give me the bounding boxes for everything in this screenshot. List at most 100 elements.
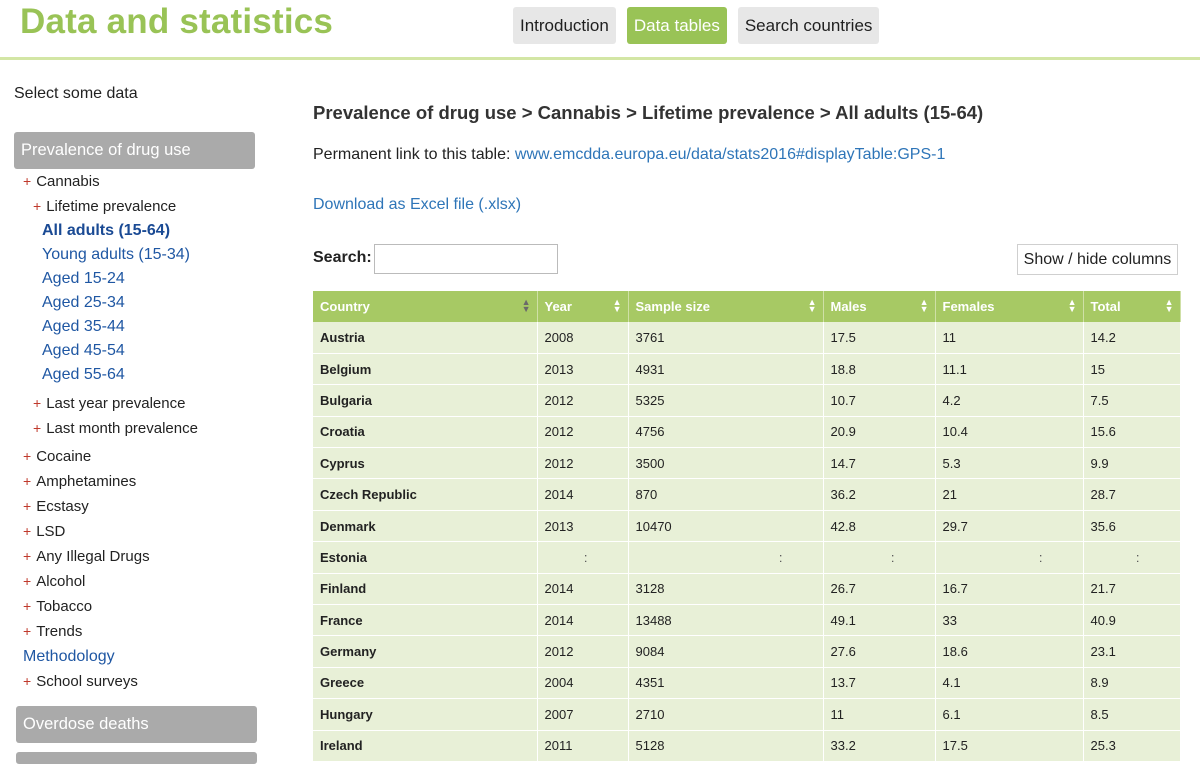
tree-label: Any Illegal Drugs bbox=[36, 548, 150, 565]
column-header-females[interactable]: Females ▲ ▼ bbox=[935, 291, 1084, 322]
table-row: Cyprus 2012 3500 14.7 5.3 9.9 bbox=[313, 447, 1181, 480]
column-header-country[interactable]: Country ▲ ▼ bbox=[313, 291, 538, 322]
table-cell: 5128 bbox=[628, 730, 824, 762]
nav-data-tables[interactable]: Data tables bbox=[626, 7, 727, 44]
tree-tobacco[interactable]: + Tobacco bbox=[23, 598, 92, 615]
sort-arrows-icon: ▲ ▼ bbox=[1067, 297, 1077, 314]
table-row: Austria 2008 3761 17.5 11 14.2 bbox=[313, 322, 1181, 354]
tree-label: Amphetamines bbox=[36, 473, 137, 490]
link-young-adults[interactable]: Young adults (15-34) bbox=[42, 246, 190, 263]
tree-lsd[interactable]: + LSD bbox=[23, 523, 65, 540]
table-cell: 2011 bbox=[537, 730, 629, 762]
table-cell: 4.1 bbox=[935, 667, 1084, 700]
permanent-link[interactable]: www.emcdda.europa.eu/data/stats2016#disp… bbox=[514, 146, 946, 163]
column-header-males[interactable]: Males ▲ ▼ bbox=[823, 291, 936, 322]
data-table: Country ▲ ▼ Year ▲ ▼ Sample size ▲ ▼ Males ▲ ▼ F… bbox=[313, 291, 1181, 762]
link-methodology[interactable]: Methodology bbox=[23, 648, 115, 665]
table-cell: 4931 bbox=[628, 353, 824, 386]
table-cell: Greece bbox=[313, 667, 538, 700]
site-header: Data and statistics Introduction Data ta… bbox=[0, 0, 1200, 60]
top-nav: Introduction Data tables Search countrie… bbox=[513, 7, 880, 44]
table-cell: Germany bbox=[313, 635, 538, 668]
tree-last-year-prevalence[interactable]: + Last year prevalence bbox=[33, 395, 185, 412]
tree-label: LSD bbox=[36, 523, 66, 540]
table-cell: 10.4 bbox=[935, 416, 1084, 449]
table-cell: 4351 bbox=[628, 667, 824, 700]
table-cell: 870 bbox=[628, 478, 824, 511]
sort-arrows-icon: ▲ ▼ bbox=[919, 297, 929, 314]
plus-icon: + bbox=[23, 498, 32, 514]
plus-icon: + bbox=[23, 573, 32, 589]
table-cell: : bbox=[1083, 541, 1181, 574]
table-row: Ireland 2011 5128 33.2 17.5 25.3 bbox=[313, 730, 1181, 762]
table-cell: 2008 bbox=[537, 322, 629, 354]
search-input[interactable] bbox=[374, 244, 558, 274]
table-cell: 40.9 bbox=[1083, 604, 1181, 637]
table-row: Bulgaria 2012 5325 10.7 4.2 7.5 bbox=[313, 384, 1181, 417]
plus-icon: + bbox=[33, 420, 42, 436]
column-header-sample-size[interactable]: Sample size ▲ ▼ bbox=[628, 291, 824, 322]
table-cell: : bbox=[935, 541, 1084, 574]
nav-introduction[interactable]: Introduction bbox=[513, 7, 616, 44]
column-label: Females bbox=[942, 299, 995, 314]
tree-last-month-prevalence[interactable]: + Last month prevalence bbox=[33, 420, 198, 437]
table-cell: 8.9 bbox=[1083, 667, 1181, 700]
table-cell: 5.3 bbox=[935, 447, 1084, 480]
panel-overdose-deaths[interactable]: Overdose deaths bbox=[16, 706, 257, 743]
table-cell: 13488 bbox=[628, 604, 824, 637]
tree-trends[interactable]: + Trends bbox=[23, 623, 82, 640]
tree-label: Ecstasy bbox=[36, 498, 89, 515]
table-cell: 18.6 bbox=[935, 635, 1084, 668]
tree-cannabis[interactable]: + Cannabis bbox=[23, 173, 100, 190]
column-header-year[interactable]: Year ▲ ▼ bbox=[537, 291, 629, 322]
table-cell: 7.5 bbox=[1083, 384, 1181, 417]
table-cell: 36.2 bbox=[823, 478, 936, 511]
table-cell: 5325 bbox=[628, 384, 824, 417]
tree-label: Trends bbox=[36, 623, 83, 640]
table-cell: 10.7 bbox=[823, 384, 936, 417]
table-header-row: Country ▲ ▼ Year ▲ ▼ Sample size ▲ ▼ Males ▲ ▼ F… bbox=[313, 291, 1181, 322]
table-cell: 27.6 bbox=[823, 635, 936, 668]
table-cell: 42.8 bbox=[823, 510, 936, 543]
panel-prevalence[interactable]: Prevalence of drug use bbox=[14, 132, 255, 169]
tree-any-illegal-drugs[interactable]: + Any Illegal Drugs bbox=[23, 548, 150, 565]
download-excel-link[interactable]: Download as Excel file (.xlsx) bbox=[313, 196, 522, 213]
table-cell: 4756 bbox=[628, 416, 824, 449]
column-header-total[interactable]: Total ▲ ▼ bbox=[1083, 291, 1181, 322]
tree-alcohol[interactable]: + Alcohol bbox=[23, 573, 85, 590]
table-cell: 2012 bbox=[537, 384, 629, 417]
link-aged-25-34[interactable]: Aged 25-34 bbox=[42, 294, 125, 311]
link-aged-15-24[interactable]: Aged 15-24 bbox=[42, 270, 125, 287]
tree-lifetime-prevalence[interactable]: + Lifetime prevalence bbox=[33, 198, 176, 215]
table-cell: 2004 bbox=[537, 667, 629, 700]
plus-icon: + bbox=[33, 198, 42, 214]
tree-school-surveys[interactable]: + School surveys bbox=[23, 673, 138, 690]
tree-amphetamines[interactable]: + Amphetamines bbox=[23, 473, 136, 490]
link-aged-55-64[interactable]: Aged 55-64 bbox=[42, 366, 125, 383]
link-aged-35-44[interactable]: Aged 35-44 bbox=[42, 318, 125, 335]
table-cell: 4.2 bbox=[935, 384, 1084, 417]
column-label: Year bbox=[544, 299, 572, 314]
tree-label: Cannabis bbox=[36, 173, 100, 190]
table-row: Belgium 2013 4931 18.8 11.1 15 bbox=[313, 353, 1181, 386]
plus-icon: + bbox=[23, 673, 32, 689]
table-cell: 2014 bbox=[537, 478, 629, 511]
permanent-link-row: Permanent link to this table: www.emcdda… bbox=[313, 146, 945, 164]
link-all-adults[interactable]: All adults (15-64) bbox=[42, 222, 171, 239]
table-cell: 15.6 bbox=[1083, 416, 1181, 449]
table-cell: 2012 bbox=[537, 416, 629, 449]
table-cell: 20.9 bbox=[823, 416, 936, 449]
table-cell: 18.8 bbox=[823, 353, 936, 386]
table-cell: 13.7 bbox=[823, 667, 936, 700]
tree-ecstasy[interactable]: + Ecstasy bbox=[23, 498, 89, 515]
tree-cocaine[interactable]: + Cocaine bbox=[23, 448, 91, 465]
table-cell: 33.2 bbox=[823, 730, 936, 762]
table-cell: Cyprus bbox=[313, 447, 538, 480]
link-aged-45-54[interactable]: Aged 45-54 bbox=[42, 342, 125, 359]
nav-search-countries[interactable]: Search countries bbox=[737, 7, 880, 44]
plus-icon: + bbox=[23, 548, 32, 564]
panel-next[interactable] bbox=[16, 752, 257, 764]
table-cell: 14.7 bbox=[823, 447, 936, 480]
show-hide-columns-button[interactable]: Show / hide columns bbox=[1017, 244, 1178, 275]
plus-icon: + bbox=[23, 448, 32, 464]
